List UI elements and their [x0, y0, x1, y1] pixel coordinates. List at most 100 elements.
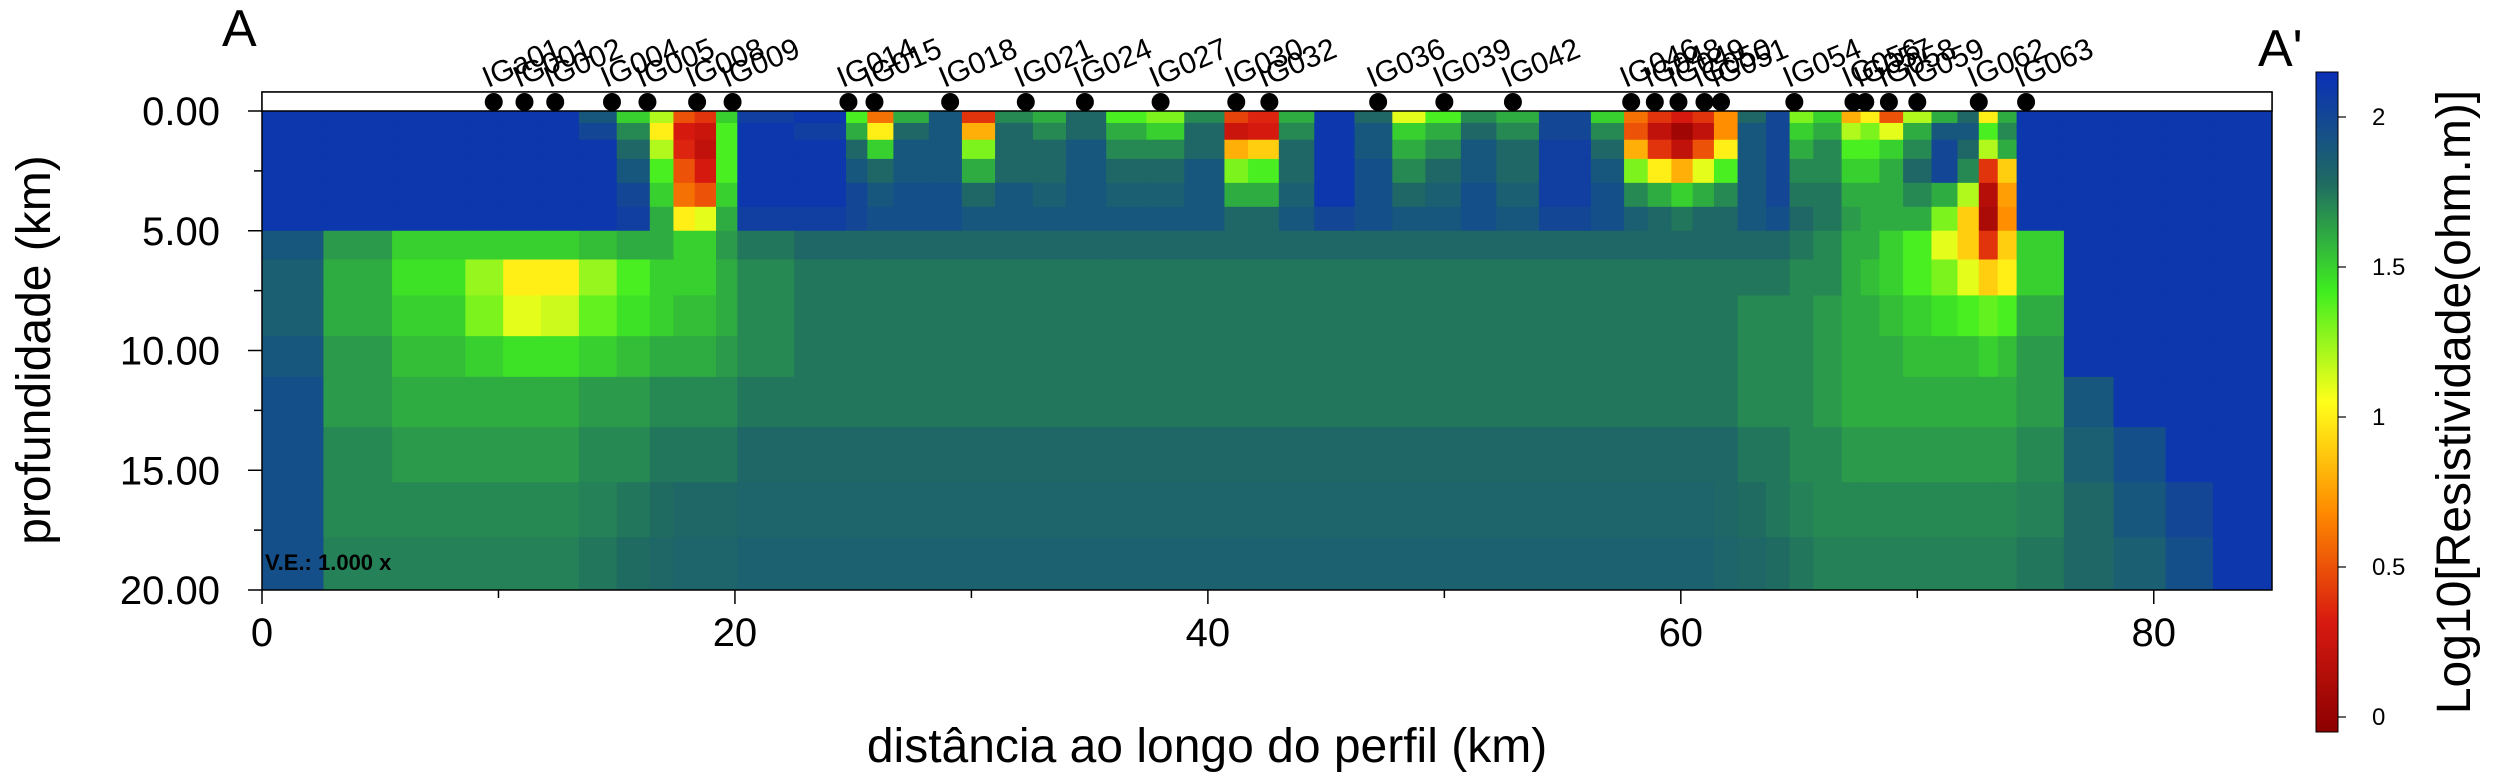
- heatmap-cell: [1278, 295, 1315, 337]
- heatmap-cell: [392, 427, 466, 483]
- heatmap-cell: [1248, 427, 1280, 483]
- heatmap-cell: [2113, 122, 2167, 141]
- heatmap-cell: [541, 182, 580, 208]
- heatmap-cell: [1903, 158, 1933, 184]
- colorbar-tick-label: 1: [2372, 404, 2385, 431]
- y-axis: 0.00 5.00 10.00 15.00 20.00: [120, 90, 262, 613]
- heatmap-cells: [262, 111, 2272, 590]
- heatmap-cell: [1278, 158, 1315, 184]
- heatmap-cell: [1879, 122, 1904, 141]
- heatmap-cell: [1496, 182, 1540, 208]
- heatmap-cell: [1841, 259, 1862, 297]
- heatmap-cell: [928, 158, 963, 184]
- heatmap-cell: [1860, 537, 1881, 590]
- heatmap-cell: [794, 376, 847, 428]
- heatmap-cell: [1146, 537, 1185, 590]
- heatmap-cell: [323, 139, 393, 160]
- station-marker: [1908, 93, 1927, 111]
- heatmap-cell: [1354, 482, 1393, 538]
- heatmap-cell: [1813, 230, 1843, 261]
- heatmap-cell: [2063, 259, 2115, 297]
- heatmap-cell: [1460, 139, 1497, 160]
- heatmap-cell: [2165, 158, 2214, 184]
- heatmap-cell: [2016, 182, 2065, 208]
- heatmap-cell: [1538, 376, 1592, 428]
- heatmap-cell: [2113, 182, 2167, 208]
- heatmap-cell: [578, 182, 618, 208]
- heatmap-cell: [737, 482, 795, 538]
- heatmap-cell: [392, 158, 466, 184]
- heatmap-cell: [1066, 295, 1107, 337]
- heatmap-cell: [1841, 336, 1862, 378]
- heatmap-cell: [1997, 122, 2018, 141]
- heatmap-cell: [995, 182, 1034, 208]
- heatmap-cell: [1425, 259, 1462, 297]
- heatmap-cell: [928, 336, 963, 378]
- heatmap-cell: [1146, 158, 1185, 184]
- heatmap-cell: [392, 111, 466, 124]
- heatmap-cell: [694, 336, 717, 378]
- heatmap-cell: [893, 206, 930, 232]
- heatmap-cell: [578, 122, 618, 141]
- heatmap-cell: [1278, 336, 1315, 378]
- station-marker: [688, 93, 707, 111]
- heatmap-cell: [2063, 295, 2115, 337]
- station-marker: [1669, 93, 1688, 111]
- heatmap-cell: [541, 139, 580, 160]
- heatmap-cell: [578, 295, 618, 337]
- heatmap-cell: [465, 259, 504, 297]
- heatmap-cell: [392, 259, 466, 297]
- heatmap-cell: [1590, 182, 1625, 208]
- heatmap-cell: [1671, 139, 1694, 160]
- heatmap-cell: [1224, 139, 1249, 160]
- heatmap-cell: [694, 230, 717, 261]
- heatmap-cell: [1624, 336, 1649, 378]
- heatmap-cell: [1146, 259, 1185, 297]
- heatmap-cell: [716, 295, 738, 337]
- heatmap-cell: [1841, 537, 1862, 590]
- heatmap-cell: [1106, 158, 1147, 184]
- heatmap-cell: [1460, 427, 1497, 483]
- heatmap-cell: [649, 376, 675, 428]
- heatmap-cell: [716, 206, 738, 232]
- heatmap-cell: [1789, 295, 1814, 337]
- heatmap-cell: [1903, 111, 1933, 124]
- heatmap-cell: [1106, 427, 1147, 483]
- heatmap-cell: [2212, 182, 2272, 208]
- heatmap-cell: [1590, 230, 1625, 261]
- heatmap-cell: [1392, 259, 1427, 297]
- heatmap-cell: [1590, 158, 1625, 184]
- heatmap-cell: [1879, 482, 1904, 538]
- heatmap-cell: [737, 182, 795, 208]
- heatmap-cell: [465, 427, 504, 483]
- colorbar-title: Log10[Resistividade(ohm.m)]: [2428, 90, 2481, 714]
- heatmap-cell: [1460, 376, 1497, 428]
- heatmap-cell: [1978, 182, 1999, 208]
- heatmap-cell: [503, 122, 542, 141]
- heatmap-cell: [1624, 111, 1649, 124]
- heatmap-cell: [2016, 158, 2065, 184]
- heatmap-cell: [673, 295, 696, 337]
- station-marker: [865, 93, 884, 111]
- heatmap-cell: [1957, 537, 1980, 590]
- heatmap-cell: [649, 230, 675, 261]
- heatmap-cell: [2165, 336, 2214, 378]
- heatmap-cell: [2212, 482, 2272, 538]
- heatmap-cell: [1789, 259, 1814, 297]
- heatmap-cell: [1997, 427, 2018, 483]
- heatmap-cell: [1789, 182, 1814, 208]
- heatmap-cell: [1692, 158, 1715, 184]
- heatmap-cell: [1354, 139, 1393, 160]
- heatmap-cell: [1997, 111, 2018, 124]
- heatmap-cell: [867, 122, 894, 141]
- heatmap-cell: [1713, 336, 1739, 378]
- heatmap-cell: [616, 111, 651, 124]
- heatmap-cell: [1647, 158, 1672, 184]
- heatmap-cell: [1224, 182, 1249, 208]
- heatmap-cell: [694, 295, 717, 337]
- heatmap-cell: [1392, 376, 1427, 428]
- heatmap-cell: [1879, 336, 1904, 378]
- heatmap-cell: [2016, 482, 2065, 538]
- colorbar-tick-label: 2: [2372, 104, 2385, 131]
- heatmap-cell: [1624, 482, 1649, 538]
